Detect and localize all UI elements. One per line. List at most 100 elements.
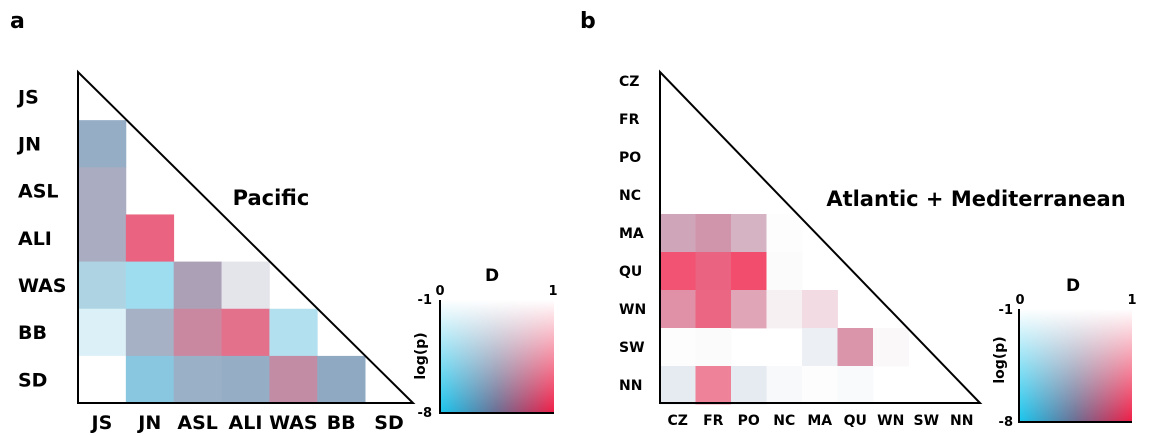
a-row-label-bb: BB (18, 322, 47, 344)
b-cell-nn-fr (695, 366, 732, 405)
legend-b-ytick-1: -8 (999, 415, 1013, 430)
a-cell-bb-ali (221, 308, 270, 357)
a-cell-bb-was (269, 308, 318, 357)
legend-a-ytick-1: -8 (418, 406, 432, 421)
b-cell-wn-cz (660, 290, 696, 329)
b-row-label-qu: QU (619, 264, 642, 280)
b-col-label-fr: FR (703, 413, 724, 429)
b-cell-nn-nc (766, 366, 803, 405)
b-row-label-wn: WN (619, 302, 646, 318)
b-cell-wn-fr (695, 290, 732, 329)
b-cell-ma-cz (660, 214, 696, 253)
b-cell-sw-qu (837, 328, 874, 367)
a-cell-bb-jn (125, 308, 175, 357)
legend-b-ytick-0: -1 (999, 303, 1013, 318)
b-row-label-nn: NN (619, 378, 642, 394)
legend-a-title: D (485, 266, 499, 286)
a-cell-was-ali (221, 261, 270, 310)
panel-b-heatmap: CZ FR PO NC MA QU WN SW NN CZ FR PO NC MA QU WN SW NN At… (619, 69, 1126, 429)
panel-b-letter: b (580, 9, 596, 34)
legend-b-ylabel: log(p) (992, 336, 1008, 383)
a-cell-sd-jn (125, 355, 175, 404)
a-col-label-js: JS (90, 412, 113, 434)
b-col-label-cz: CZ (668, 413, 688, 429)
a-col-label-jn: JN (136, 412, 161, 434)
legend-b-xtick-0: 0 (1015, 293, 1024, 308)
b-row-label-ma: MA (619, 226, 644, 242)
b-col-label-nc: NC (773, 413, 795, 429)
b-cell-sw-cz (660, 328, 696, 367)
a-row-label-jn: JN (16, 134, 41, 156)
b-cell-wn-nc (766, 290, 803, 329)
a-cell-sd-ali (221, 355, 270, 404)
b-cell-sw-ma (802, 328, 838, 367)
a-cell-sd-was (269, 355, 318, 404)
b-col-label-ma: MA (807, 413, 832, 429)
b-row-label-cz: CZ (619, 74, 639, 90)
b-row-label-fr: FR (619, 112, 640, 128)
panel-a-triangle (77, 69, 416, 404)
a-cell-ali-js (78, 214, 127, 262)
legend-a-xtick-1: 1 (548, 284, 557, 299)
a-cell-bb-js (78, 308, 127, 357)
a-row-label-sd: SD (18, 369, 47, 391)
panel-a-title: Pacific (233, 186, 310, 210)
b-cell-qu-fr (695, 252, 732, 291)
a-col-label-was: WAS (269, 412, 318, 434)
a-cell-was-asl (173, 261, 222, 310)
a-cell-jn-js (78, 120, 127, 168)
a-col-label-bb: BB (327, 412, 356, 434)
panel-b-legend: D 0 1 -1 -8 log(p) (992, 276, 1137, 430)
b-cell-ma-nc (766, 214, 803, 253)
b-cell-qu-cz (660, 252, 696, 291)
b-cell-ma-fr (695, 214, 732, 253)
a-cell-was-js (78, 261, 127, 310)
legend-a-ytick-0: -1 (418, 293, 432, 308)
a-row-label-ali: ALI (18, 228, 52, 250)
b-cell-nn-cz (660, 366, 696, 405)
a-cell-sd-asl (173, 355, 222, 404)
panel-b-title: Atlantic + Mediterranean (826, 187, 1125, 211)
b-cell-wn-po (731, 290, 767, 329)
b-col-label-nn: NN (950, 413, 973, 429)
b-col-label-sw: SW (913, 413, 939, 429)
panel-b-triangle (659, 69, 983, 404)
a-col-label-ali: ALI (229, 412, 263, 434)
b-col-label-wn: WN (877, 413, 904, 429)
panel-a-legend: D 0 1 -1 -8 log(p) (413, 266, 558, 421)
b-row-label-sw: SW (619, 340, 645, 356)
b-cell-nn-po (731, 366, 767, 405)
panel-a-letter: a (10, 9, 25, 34)
legend-b-axes (1018, 309, 1132, 423)
b-cell-qu-nc (766, 252, 803, 291)
b-row-label-po: PO (619, 150, 641, 166)
legend-b-title: D (1066, 276, 1080, 296)
b-cell-qu-po (731, 252, 767, 291)
legend-a-xtick-0: 0 (435, 284, 444, 299)
b-row-label-nc: NC (619, 188, 641, 204)
b-cell-nn-qu (837, 366, 874, 405)
a-cell-ali-jn (125, 214, 175, 262)
b-cell-ma-po (731, 214, 767, 253)
a-cell-was-jn (125, 261, 175, 310)
b-col-label-po: PO (738, 413, 760, 429)
a-row-label-was: WAS (18, 275, 67, 297)
legend-b-gradient-fade (1019, 309, 1132, 422)
a-col-label-asl: ASL (177, 412, 218, 434)
a-cell-sd-js (78, 355, 127, 404)
legend-b-xtick-1: 1 (1127, 293, 1136, 308)
a-cell-asl-js (78, 167, 127, 215)
a-cell-sd-bb (317, 355, 366, 404)
a-cell-bb-asl (173, 308, 222, 357)
legend-a-axes (439, 300, 554, 414)
b-cell-sw-fr (695, 328, 732, 367)
b-cell-wn-ma (802, 290, 838, 329)
b-cell-sw-wn (873, 328, 909, 367)
legend-a-gradient-fade (440, 300, 554, 413)
b-cell-nn-ma (802, 366, 838, 405)
panel-a-heatmap: JS JN ASL ALI WAS BB SD JS JN ASL ALI WAS BB SD Paci… (16, 69, 416, 434)
a-col-label-sd: SD (374, 412, 403, 434)
a-row-label-asl: ASL (18, 181, 59, 203)
a-row-label-js: JS (16, 86, 39, 108)
